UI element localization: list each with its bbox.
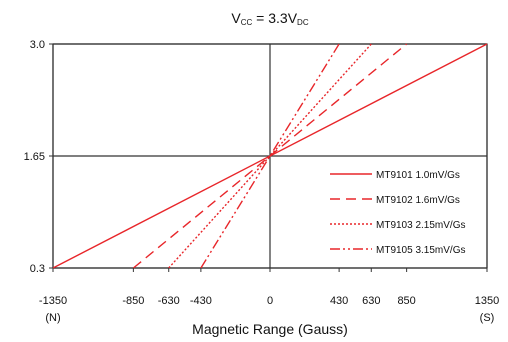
y-tick-label-1: 1.65 [24, 151, 45, 163]
x-tick-label-3: -430 [190, 295, 212, 307]
legend-label-3: MT9105 3.15mV/Gs [376, 245, 465, 256]
x-axis-label: Magnetic Range (Gauss) [192, 321, 348, 337]
legend-label-0: MT9101 1.0mV/Gs [376, 170, 460, 181]
x-tick-label-2: -630 [158, 295, 180, 307]
title-sub-cc: CC [241, 18, 253, 27]
title-v: V [231, 10, 241, 26]
x-tick-label-0: -1350 [39, 295, 67, 307]
series-lines [52, 43, 488, 269]
legend-label-1: MT9102 1.6mV/Gs [376, 195, 460, 206]
x-sublabel-1: (S) [480, 312, 495, 324]
x-tick-label-6: 630 [362, 295, 380, 307]
x-sublabel-0: (N) [45, 312, 60, 324]
y-tick-label-0: 0.3 [30, 263, 45, 275]
x-tick-label-7: 850 [397, 295, 415, 307]
x-tick-label-8: 1350 [475, 295, 499, 307]
legend-label-2: MT9103 2.15mV/Gs [376, 220, 465, 231]
legend: MT9101 1.0mV/Gs MT9102 1.6mV/Gs MT9103 2.1… [330, 170, 465, 256]
chart-title: VCC = 3.3VDC [231, 10, 308, 27]
title-sub-dc: DC [297, 18, 309, 27]
x-tick-label-5: 430 [330, 295, 348, 307]
series-line-1 [132, 43, 408, 269]
tick-labels: -1350 -850 -630 -430 0 430 630 850 1350 (N) (S) 0.3… [24, 39, 500, 324]
title-mid: = 3.3V [252, 10, 297, 26]
x-tick-label-4: 0 [267, 295, 273, 307]
y-tick-label-2: 3.0 [30, 39, 45, 51]
x-tick-label-1: -850 [122, 295, 144, 307]
